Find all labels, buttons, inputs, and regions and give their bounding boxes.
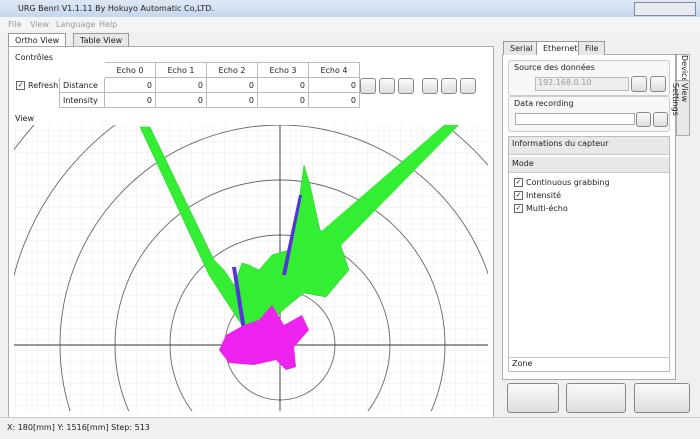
recording-group: Data recording xyxy=(508,96,670,132)
menu-item[interactable]: Help xyxy=(99,20,118,29)
window-title: URG Benri V1.1.11 By Hokuyo Automatic Co… xyxy=(18,4,214,13)
clear[interactable] xyxy=(422,78,438,94)
option-label: Continuous grabbing xyxy=(526,178,610,187)
source-group: Source des données 192.168.0.10 xyxy=(508,60,670,96)
menu-item[interactable]: File xyxy=(8,20,22,29)
tab[interactable]: Ortho View xyxy=(8,33,67,47)
disconnect[interactable] xyxy=(631,76,647,92)
tab-label: Ortho View xyxy=(15,36,60,45)
swap[interactable] xyxy=(460,78,476,94)
cell: 0 xyxy=(257,77,309,93)
stop-record[interactable] xyxy=(653,112,668,127)
zone-header: Zone xyxy=(509,357,669,371)
tab-label: Ethernet xyxy=(543,44,578,53)
status-bar: X: 180[mm] Y: 1516[mm] Step: 513 xyxy=(0,417,700,439)
zoom-fit[interactable] xyxy=(398,78,414,94)
status-text: X: 180[mm] Y: 1516[mm] Step: 513 xyxy=(7,423,150,432)
section-title: View xyxy=(15,114,34,123)
mode-option[interactable]: ✓ Multi-écho xyxy=(514,204,568,213)
side-tab-label: View Settings xyxy=(671,83,689,116)
cell: 0 xyxy=(155,77,207,93)
menu-bar: File View Language Help xyxy=(0,17,700,31)
checkbox-label: Refresh xyxy=(28,81,59,90)
title-bar: URG Benri V1.1.11 By Hokuyo Automatic Co… xyxy=(0,0,700,17)
tab-label: Serial xyxy=(510,44,533,53)
col-header: Echo 0 xyxy=(104,62,156,78)
mode-option[interactable]: ✓ Intensité xyxy=(514,191,562,200)
cell: 0 xyxy=(104,92,156,108)
section-title: Contrôles xyxy=(15,53,54,62)
zoom-out[interactable] xyxy=(379,78,395,94)
cell: 0 xyxy=(104,77,156,93)
col-header: Echo 1 xyxy=(155,62,207,78)
menu-item[interactable]: View xyxy=(30,20,49,29)
info-header: Informations du capteur xyxy=(509,137,669,155)
zoom-in[interactable] xyxy=(360,78,376,94)
side-tab-label: Device xyxy=(680,55,689,83)
tab-label: Table View xyxy=(80,36,123,45)
window-controls[interactable] xyxy=(634,2,696,16)
stop-button[interactable] xyxy=(634,383,690,413)
cell: 0 xyxy=(257,92,309,108)
ip-text: 192.168.0.10 xyxy=(538,78,592,87)
pause-button[interactable] xyxy=(566,383,626,413)
group-title: Source des données xyxy=(514,63,595,72)
checkbox[interactable]: ✓ Refresh xyxy=(16,81,59,90)
ip-input[interactable]: 192.168.0.10 xyxy=(535,77,629,91)
tab[interactable]: Serial xyxy=(503,41,540,55)
cell: 0 xyxy=(308,77,360,93)
cell: 0 xyxy=(308,92,360,108)
sensor-info: Informations du capteur Mode ✓ Continuous… xyxy=(508,136,670,372)
echo-table: Echo 0 Echo 1 Echo 2 Echo 3 Echo 4 Distance 0… xyxy=(59,62,360,108)
option-label: Multi-écho xyxy=(526,204,568,213)
scan-data xyxy=(139,125,459,370)
group-title: Data recording xyxy=(514,99,574,108)
row-header: Intensity xyxy=(59,92,105,108)
col-header: Echo 4 xyxy=(308,62,360,78)
col-header: Echo 3 xyxy=(257,62,309,78)
tab[interactable]: Table View xyxy=(73,33,130,47)
mode-header: Mode xyxy=(509,157,669,173)
tab[interactable]: File xyxy=(578,41,606,55)
cell: 0 xyxy=(206,77,258,93)
row-header: Distance xyxy=(59,77,105,93)
option-label: Intensité xyxy=(526,191,562,200)
col-header: Echo 2 xyxy=(206,62,258,78)
cell: 0 xyxy=(206,92,258,108)
scan-view[interactable] xyxy=(14,125,488,411)
tab-label: File xyxy=(585,44,599,53)
mode-option[interactable]: ✓ Continuous grabbing xyxy=(514,178,610,187)
play-button[interactable] xyxy=(507,383,559,413)
cell: 0 xyxy=(155,92,207,108)
record[interactable] xyxy=(636,112,651,127)
record-slider[interactable] xyxy=(515,113,635,125)
side-tab[interactable]: View Settings xyxy=(671,80,690,136)
refresh[interactable] xyxy=(441,78,457,94)
connect[interactable] xyxy=(650,76,666,92)
menu-item[interactable]: Language xyxy=(56,20,96,29)
